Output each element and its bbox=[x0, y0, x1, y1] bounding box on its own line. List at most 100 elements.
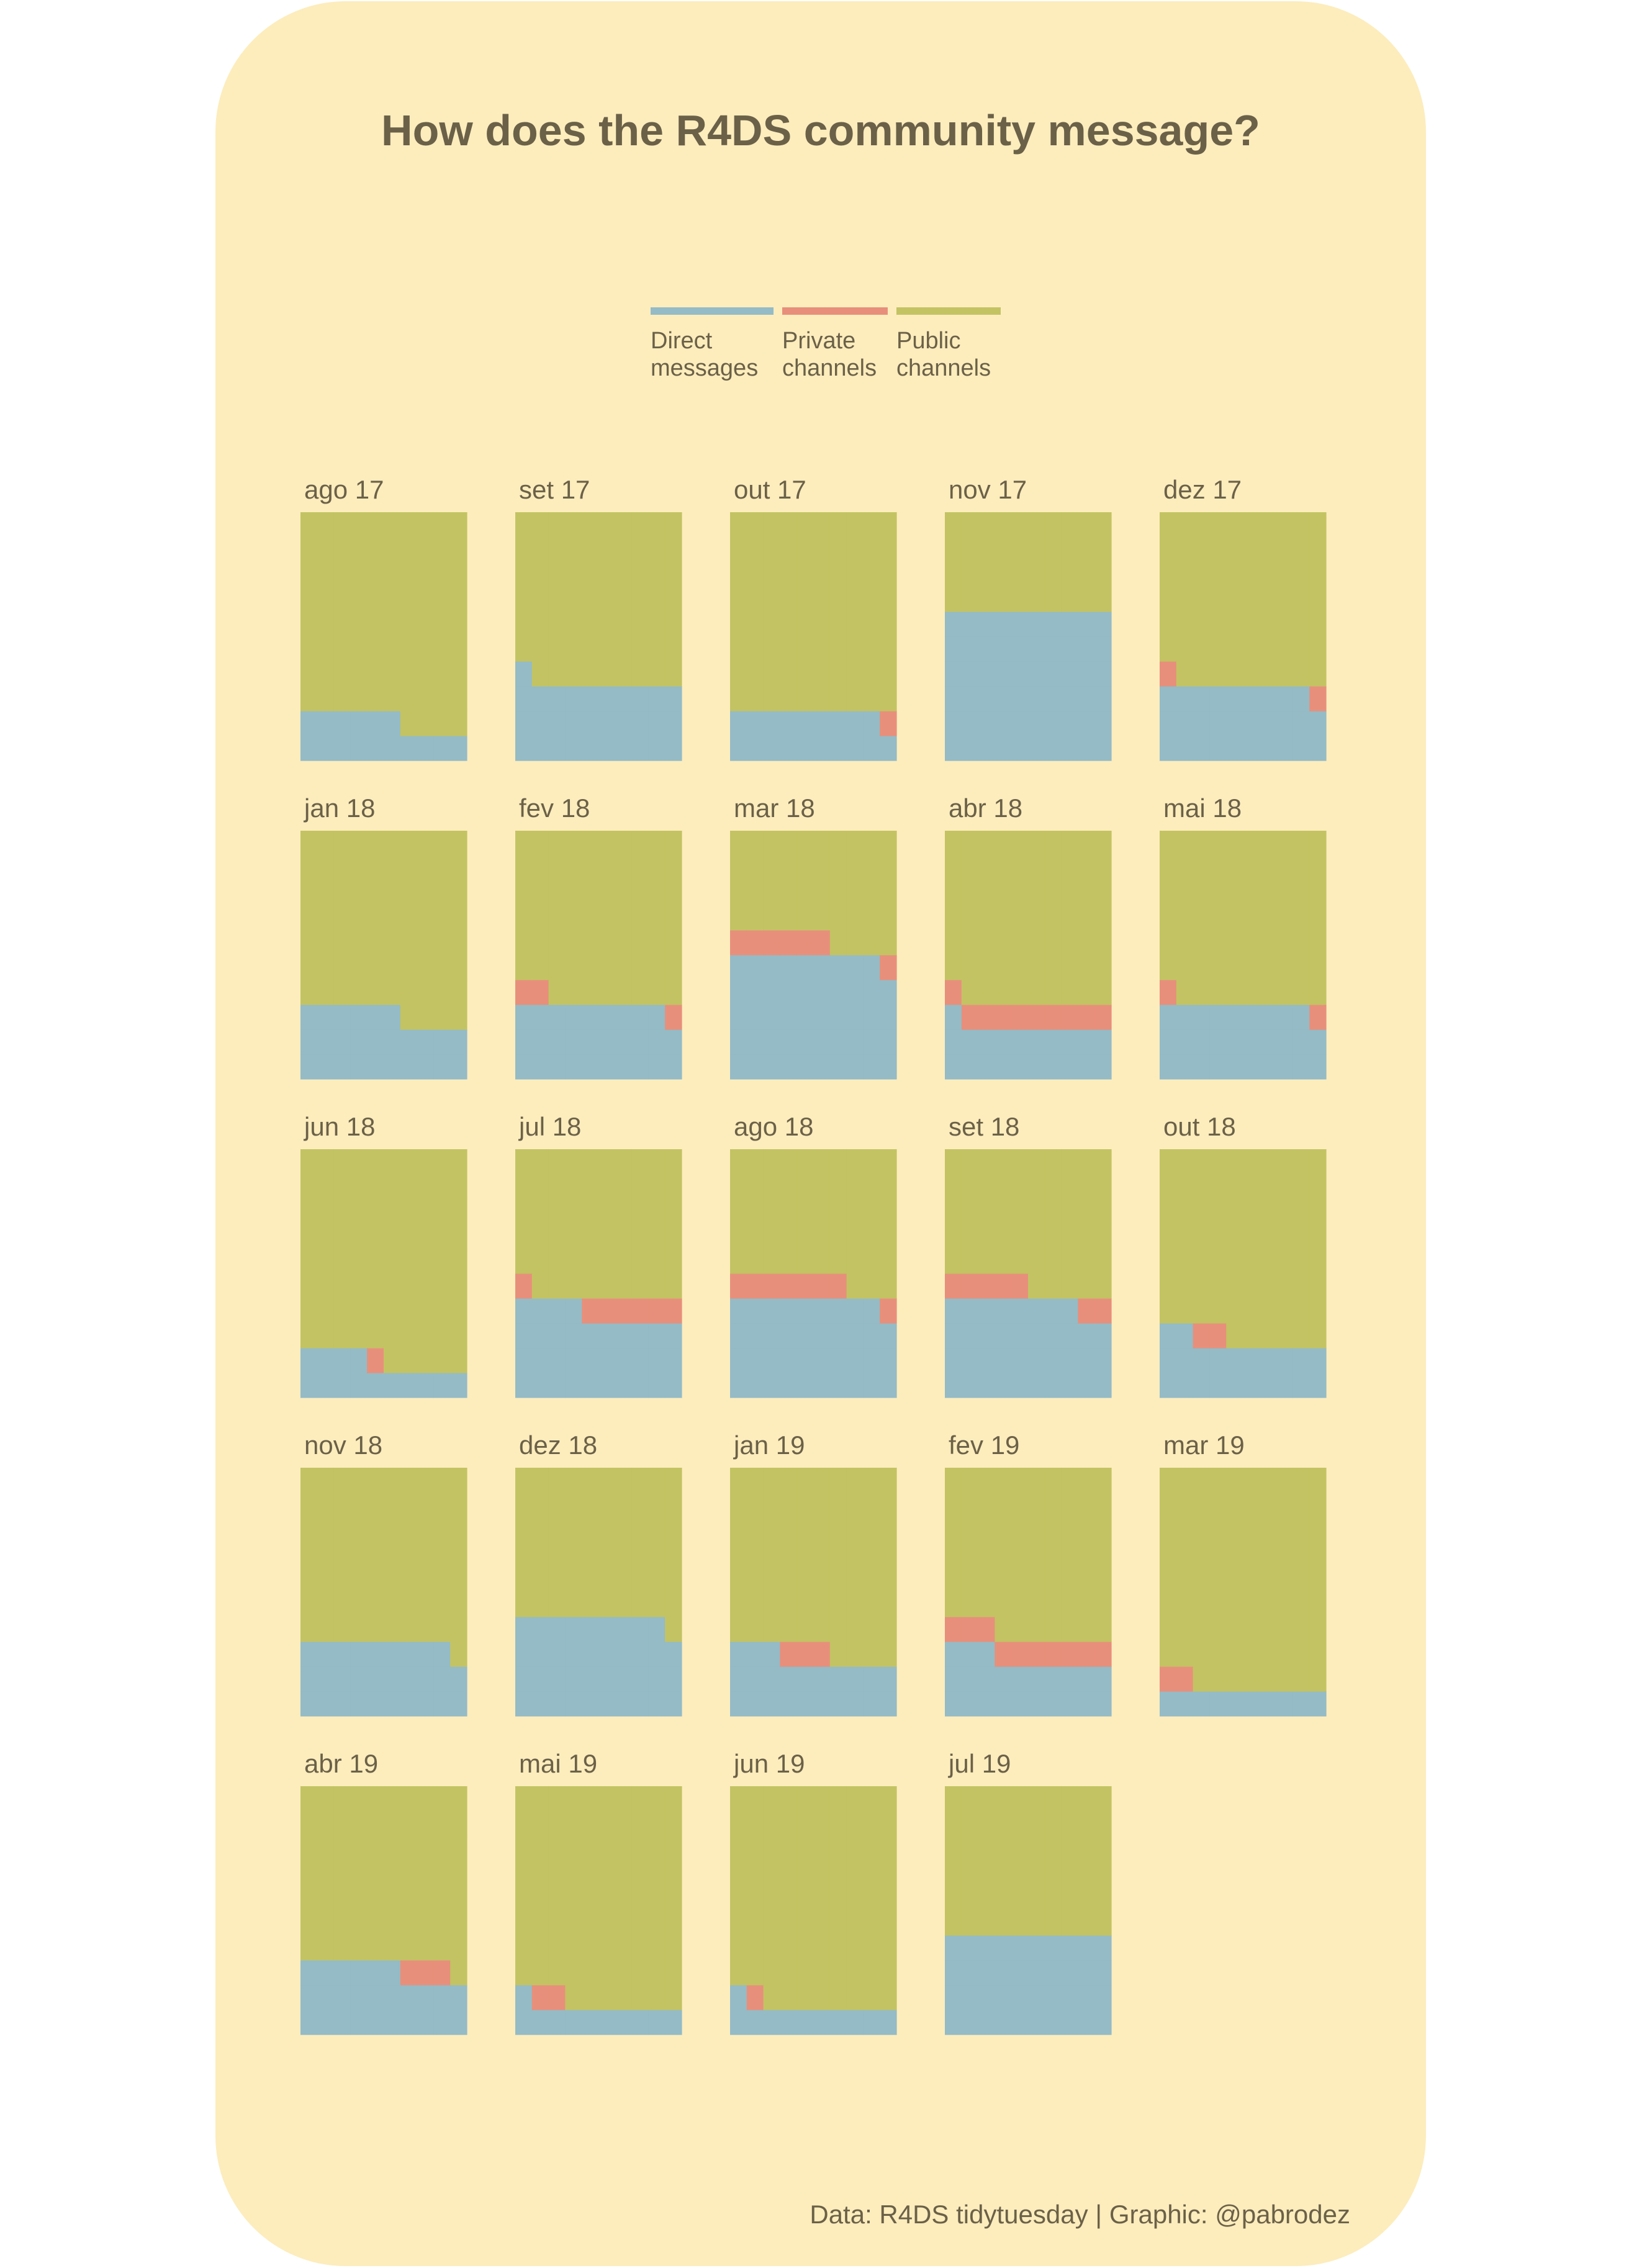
waffle-cell-public bbox=[863, 587, 880, 612]
waffle-cell-private bbox=[746, 1273, 764, 1299]
waffle-cell-public bbox=[1226, 1567, 1243, 1593]
waffle-cell-direct bbox=[978, 1298, 995, 1324]
waffle-cell-direct bbox=[813, 1298, 831, 1324]
waffle-cell-direct bbox=[565, 686, 582, 712]
waffle-cell-direct bbox=[1226, 1005, 1243, 1030]
waffle-cell-public bbox=[746, 1542, 764, 1568]
waffle-cell-public bbox=[631, 856, 649, 881]
waffle-cell-public bbox=[1011, 1493, 1029, 1518]
waffle-cell-public bbox=[433, 711, 451, 736]
waffle-cell-public bbox=[1044, 1910, 1062, 1936]
waffle-cell-public bbox=[582, 661, 599, 687]
waffle-cell-public bbox=[945, 930, 962, 956]
waffle-cell-public bbox=[1176, 661, 1194, 687]
waffle-cell-public bbox=[961, 537, 979, 562]
waffle-cell-public bbox=[1276, 1517, 1293, 1543]
waffle-cell-direct bbox=[796, 736, 814, 761]
waffle-cell-direct bbox=[978, 1323, 995, 1349]
month-label: jul 18 bbox=[518, 1112, 581, 1141]
waffle-cell-public bbox=[350, 636, 368, 662]
waffle-cell-direct bbox=[531, 711, 549, 736]
waffle-cell-direct bbox=[333, 1348, 351, 1373]
waffle-cell-public bbox=[796, 537, 814, 562]
waffle-cell-direct bbox=[1160, 1691, 1177, 1717]
waffle-cell-public bbox=[400, 711, 418, 736]
waffle-cell-public bbox=[433, 1617, 451, 1642]
waffle-cell-public bbox=[582, 512, 599, 538]
waffle-cell-public bbox=[417, 1811, 434, 1837]
waffle-cell-direct bbox=[615, 736, 633, 761]
waffle-cell-public bbox=[598, 856, 616, 881]
waffle-cell-public bbox=[615, 537, 633, 562]
waffle-cell-direct bbox=[333, 711, 351, 736]
waffle-cell-public bbox=[548, 905, 566, 931]
waffle-cell-public bbox=[350, 512, 368, 538]
waffle-cell-direct bbox=[450, 1691, 467, 1717]
waffle-cell-direct bbox=[548, 1617, 566, 1642]
waffle-cell-public bbox=[1226, 1273, 1243, 1299]
waffle-cell-public bbox=[1243, 612, 1260, 637]
waffle-cell-public bbox=[548, 537, 566, 562]
waffle-cell-public bbox=[1226, 661, 1243, 687]
waffle-cell-direct bbox=[1028, 661, 1045, 687]
waffle-cell-public bbox=[1160, 1517, 1177, 1543]
waffle-cell-public bbox=[333, 1592, 351, 1617]
waffle-cell-public bbox=[367, 1935, 384, 1961]
waffle-cell-direct bbox=[880, 1691, 897, 1717]
waffle-cell-direct bbox=[730, 1985, 747, 2010]
waffle-cell-public bbox=[565, 1468, 582, 1493]
waffle-cell-public bbox=[333, 1861, 351, 1886]
waffle-cell-public bbox=[350, 856, 368, 881]
waffle-cell-public bbox=[1292, 562, 1310, 587]
waffle-cell-direct bbox=[450, 1054, 467, 1080]
waffle-cell-public bbox=[300, 831, 318, 856]
waffle-cell-direct bbox=[846, 1029, 864, 1055]
waffle-cell-public bbox=[1176, 612, 1194, 637]
waffle-cell-public bbox=[763, 1517, 780, 1543]
waffle-cell-direct bbox=[1209, 1348, 1227, 1373]
waffle-cell-direct bbox=[1061, 1373, 1078, 1398]
waffle-month: ago 18 bbox=[730, 1112, 897, 1398]
waffle-cell-public bbox=[598, 1811, 616, 1837]
waffle-cell-public bbox=[615, 1985, 633, 2010]
waffle-cell-public bbox=[1226, 856, 1243, 881]
waffle-cell-direct bbox=[1044, 2010, 1062, 2035]
waffle-cell-public bbox=[1193, 512, 1210, 538]
waffle-cell-public bbox=[384, 1786, 401, 1812]
waffle-cell-direct bbox=[880, 1348, 897, 1373]
waffle-cell-public bbox=[300, 1298, 318, 1324]
waffle-cell-direct bbox=[648, 1691, 665, 1717]
waffle-cell-public bbox=[1028, 831, 1045, 856]
waffle-cell-public bbox=[1309, 1592, 1327, 1617]
waffle-cell-public bbox=[813, 1592, 831, 1617]
waffle-cell-direct bbox=[565, 1323, 582, 1349]
waffle-cell-public bbox=[565, 1542, 582, 1568]
waffle-cell-direct bbox=[1193, 736, 1210, 761]
waffle-cell-direct bbox=[780, 1348, 797, 1373]
waffle-cell-private bbox=[796, 1642, 814, 1667]
month-label: nov 17 bbox=[949, 475, 1027, 504]
waffle-cell-public bbox=[863, 537, 880, 562]
waffle-cell-public bbox=[515, 1199, 533, 1224]
waffle-cell-public bbox=[515, 1249, 533, 1274]
waffle-cell-direct bbox=[433, 2010, 451, 2035]
waffle-cell-public bbox=[763, 612, 780, 637]
waffle-cell-public bbox=[880, 612, 897, 637]
waffle-cell-public bbox=[333, 636, 351, 662]
waffle-cell-public bbox=[846, 1249, 864, 1274]
waffle-cell-public bbox=[1209, 880, 1227, 906]
waffle-cell-public bbox=[978, 512, 995, 538]
waffle-cell-direct bbox=[665, 1054, 682, 1080]
waffle-cell-public bbox=[1243, 930, 1260, 956]
waffle-cell-direct bbox=[548, 1005, 566, 1030]
waffle-cell-public bbox=[945, 1811, 962, 1837]
waffle-cell-public bbox=[300, 930, 318, 956]
waffle-cell-public bbox=[300, 686, 318, 712]
waffle-cell-public bbox=[450, 1348, 467, 1373]
waffle-cell-direct bbox=[1044, 686, 1062, 712]
waffle-cell-public bbox=[829, 1960, 847, 1986]
waffle-cell-direct bbox=[863, 711, 880, 736]
waffle-cell-public bbox=[1243, 537, 1260, 562]
waffle-cell-public bbox=[582, 930, 599, 956]
waffle-cell-public bbox=[1193, 1468, 1210, 1493]
